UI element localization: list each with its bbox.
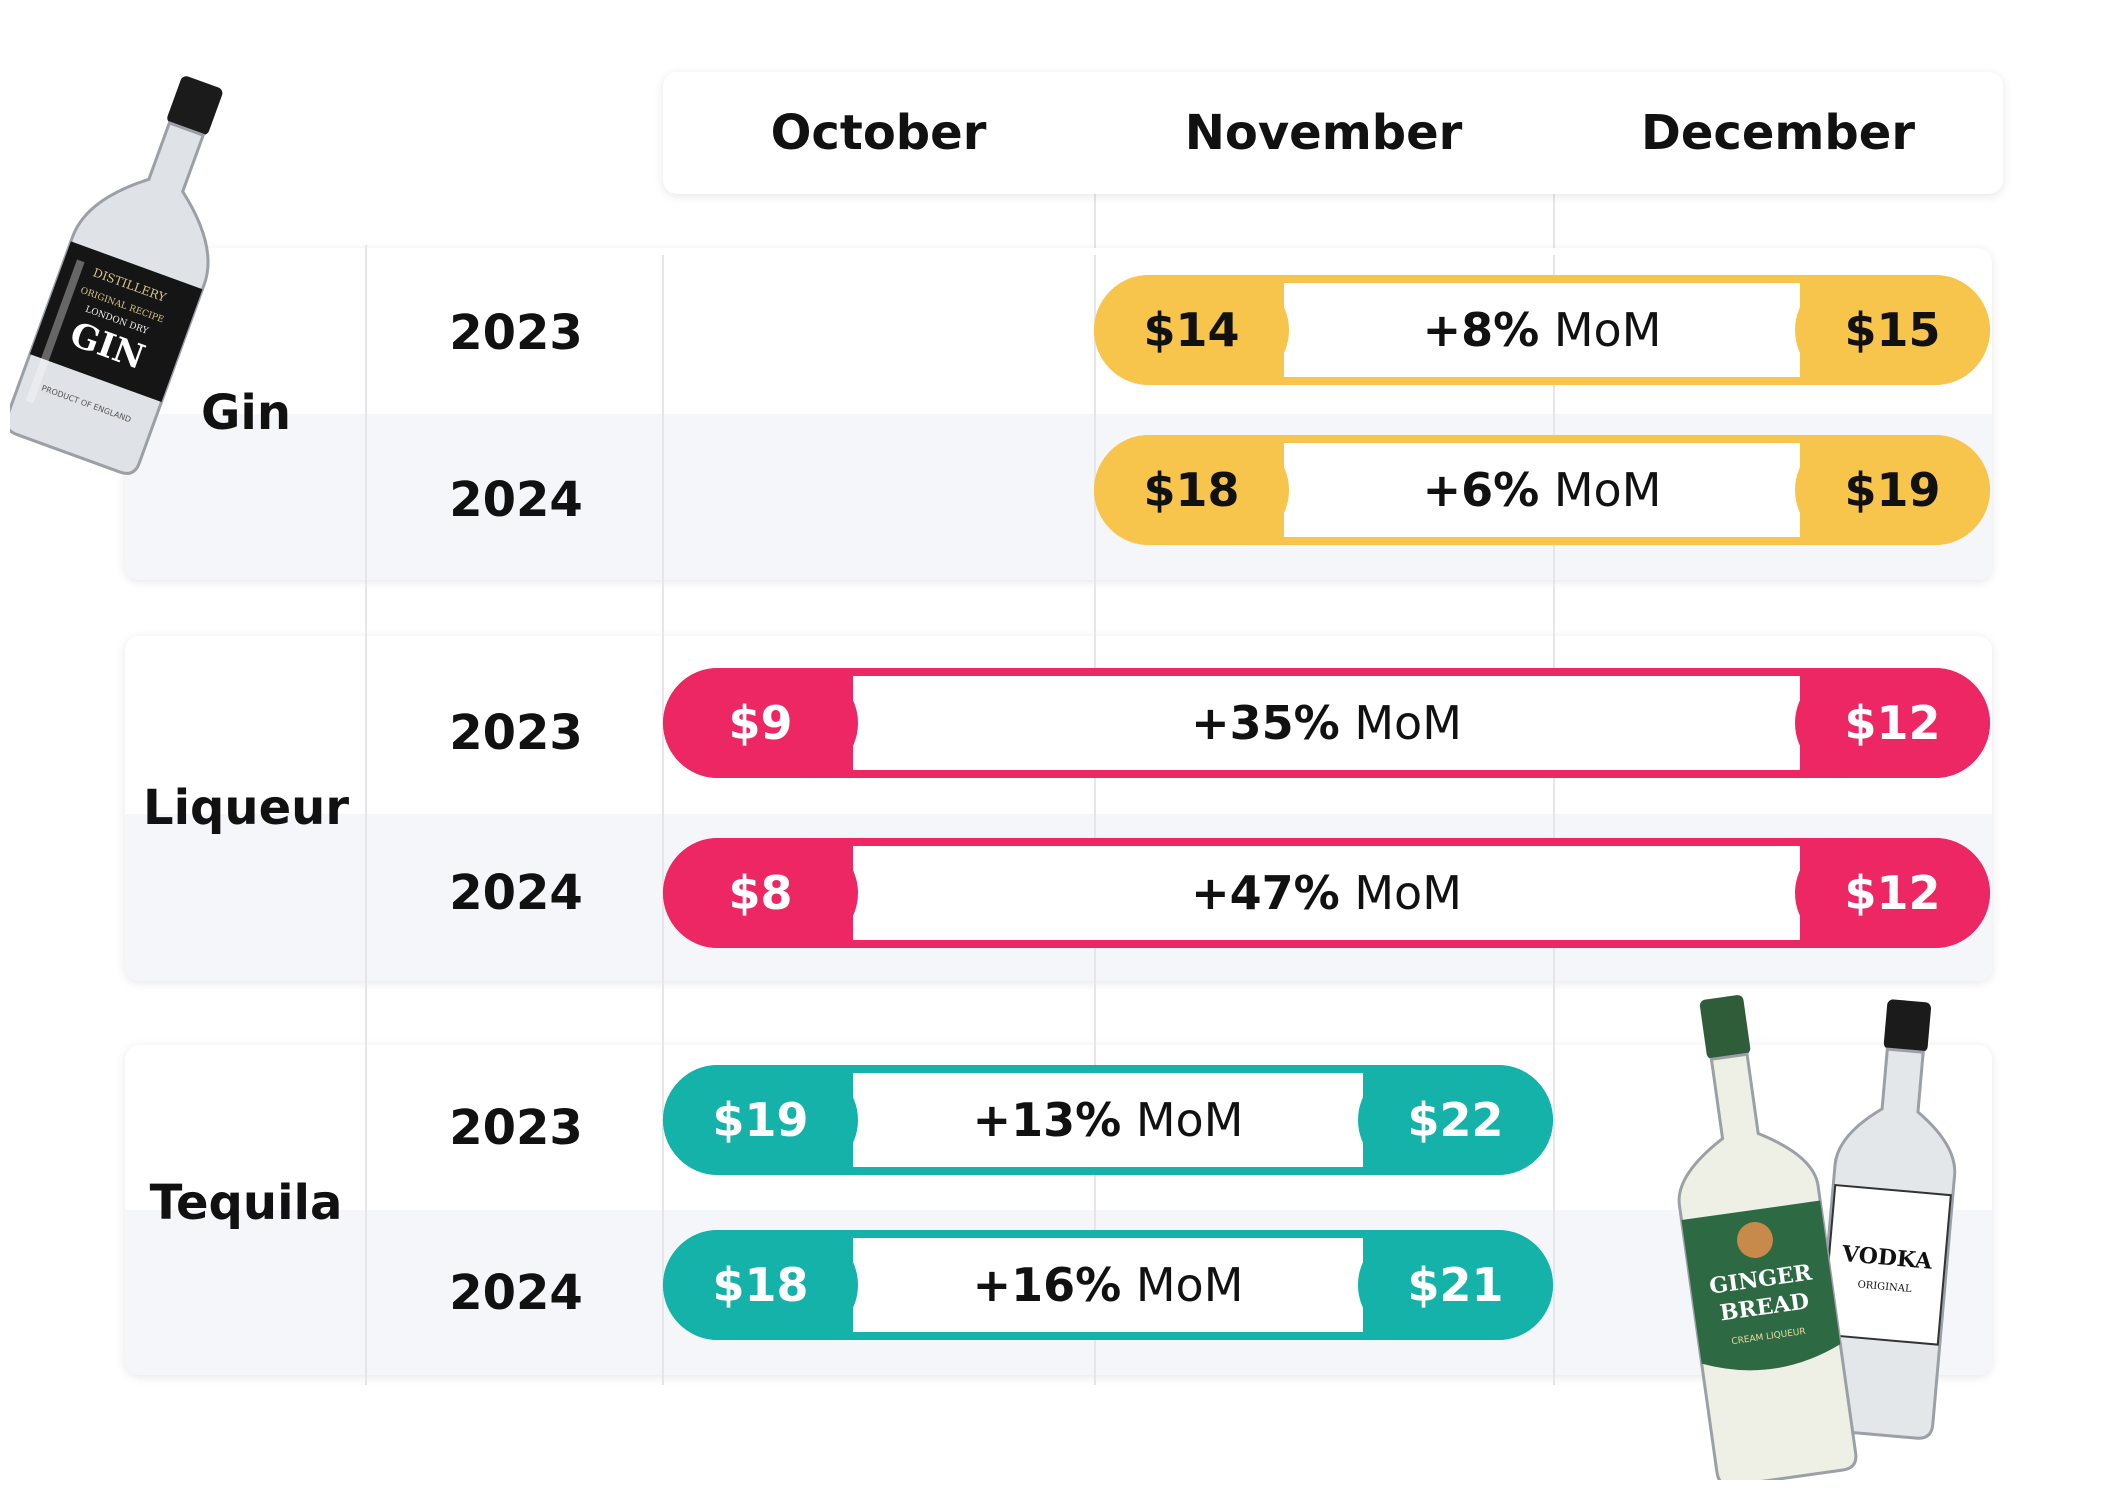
category-label-liqueur: Liqueur — [143, 780, 349, 836]
year-label: 2023 — [449, 1100, 583, 1156]
end-value-label: $15 — [1795, 275, 1990, 385]
change-label: +16% MoM — [858, 1230, 1358, 1340]
liqueur-vodka-bottles-image: VODKA ORIGINAL GINGER BREAD CREAM LIQUEU… — [1660, 990, 1990, 1480]
start-value-label: $18 — [1094, 435, 1289, 545]
range-bar-track — [1284, 283, 1800, 377]
category-label-gin: Gin — [200, 385, 292, 441]
range-bar-tequila-2023: $19 $22 +13% MoM — [663, 1065, 1553, 1175]
start-value-label: $18 — [663, 1230, 858, 1340]
gin-bottle-image: DISTILLERY ORIGINAL RECIPE LONDON DRY GI… — [10, 60, 260, 480]
end-value-label: $12 — [1795, 668, 1990, 778]
gin-bottle-icon: DISTILLERY ORIGINAL RECIPE LONDON DRY GI… — [10, 76, 223, 475]
range-bar-liqueur-2023: $9 $12 +35% MoM — [663, 668, 1990, 778]
range-bar-track — [853, 1073, 1363, 1167]
range-bar-tequila-2024: $18 $21 +16% MoM — [663, 1230, 1553, 1340]
grid-line-overlay — [365, 245, 367, 1385]
year-label: 2024 — [449, 865, 583, 921]
change-percent: +47% — [1191, 866, 1340, 920]
year-label: 2023 — [449, 705, 583, 761]
change-percent: +16% — [972, 1258, 1122, 1312]
start-value-label: $14 — [1094, 275, 1289, 385]
range-bar-liqueur-2024: $8 $12 +47% MoM — [663, 838, 1990, 948]
bottles-icon: VODKA ORIGINAL GINGER BREAD CREAM LIQUEU… — [1677, 995, 1957, 1480]
change-label: +47% MoM — [858, 838, 1795, 948]
grid-line-overlay — [1094, 255, 1096, 1385]
end-value-label: $19 — [1795, 435, 1990, 545]
month-november: November — [1184, 105, 1463, 161]
start-value-label: $9 — [663, 668, 858, 778]
range-bar-gin-2023: $14 $15 +8% MoM — [1094, 275, 1990, 385]
change-unit: MoM — [1121, 1093, 1244, 1147]
month-december: December — [1640, 105, 1915, 161]
year-label: 2023 — [449, 305, 583, 361]
range-bar-track — [853, 676, 1800, 770]
change-unit: MoM — [1339, 866, 1462, 920]
month-october: October — [770, 105, 987, 161]
grid-line-overlay — [1553, 255, 1555, 1385]
start-value-label: $8 — [663, 838, 858, 948]
change-percent: +6% — [1422, 463, 1540, 517]
month-header — [663, 72, 2003, 194]
range-bar-gin-2024: $18 $19 +6% MoM — [1094, 435, 1990, 545]
range-bar-track — [853, 846, 1800, 940]
change-label: +6% MoM — [1289, 435, 1795, 545]
category-label-tequila: Tequila — [149, 1175, 343, 1231]
svg-text:ORIGINAL: ORIGINAL — [1857, 1279, 1912, 1295]
end-value-label: $12 — [1795, 838, 1990, 948]
change-label: +8% MoM — [1289, 275, 1795, 385]
change-unit: MoM — [1339, 696, 1462, 750]
change-unit: MoM — [1539, 303, 1662, 357]
end-value-label: $22 — [1358, 1065, 1553, 1175]
change-unit: MoM — [1539, 463, 1662, 517]
change-percent: +35% — [1191, 696, 1340, 750]
grid-line-overlay — [662, 255, 664, 1385]
range-bar-track — [1284, 443, 1800, 537]
year-label: 2024 — [449, 472, 583, 528]
end-value-label: $21 — [1358, 1230, 1553, 1340]
change-percent: +8% — [1422, 303, 1540, 357]
change-percent: +13% — [972, 1093, 1122, 1147]
range-bar-track — [853, 1238, 1363, 1332]
change-label: +13% MoM — [858, 1065, 1358, 1175]
change-label: +35% MoM — [858, 668, 1795, 778]
change-unit: MoM — [1121, 1258, 1244, 1312]
year-label: 2024 — [449, 1265, 583, 1321]
start-value-label: $19 — [663, 1065, 858, 1175]
